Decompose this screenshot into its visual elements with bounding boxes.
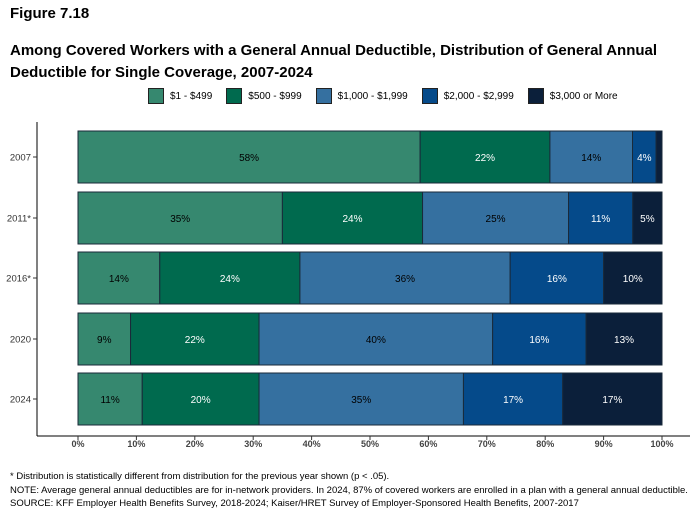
bar-segment — [492, 312, 587, 366]
data-label: 35% — [170, 214, 190, 225]
data-label: 11% — [100, 395, 119, 406]
x-tick-label: 50% — [361, 439, 379, 449]
data-label: 16% — [529, 335, 549, 346]
data-label: 22% — [475, 153, 495, 164]
legend-swatch — [315, 88, 332, 104]
data-label: 35% — [351, 395, 371, 406]
x-tick-label: 80% — [536, 439, 554, 449]
x-tick-label: 0% — [71, 439, 84, 449]
bar-segment — [568, 191, 634, 245]
chart-title: Among Covered Workers with a General Ann… — [10, 42, 658, 81]
data-label: 36% — [395, 274, 415, 285]
legend-label: $1 - $499 — [170, 90, 213, 102]
legend-swatch — [148, 88, 164, 104]
chart-area: 2007 58% 22% 14% 4% 2011* 35% 24% 25% 11% 5% 2016* 1… — [6, 122, 690, 449]
bar-segment — [422, 191, 570, 245]
y-tick-label: 2007 — [10, 153, 31, 164]
bar-segment — [299, 251, 511, 305]
legend-item: $3,000 or More — [527, 88, 618, 104]
x-tick-label: 20% — [186, 439, 204, 449]
note: NOTE: Average general annual deductibles… — [10, 484, 688, 496]
data-label: 40% — [366, 335, 386, 346]
bar-segment — [258, 372, 464, 426]
bar-segment — [562, 372, 663, 426]
source: SOURCE: KFF Employer Health Benefits Sur… — [10, 498, 579, 509]
legend-swatch — [527, 88, 544, 104]
figure-number: Figure 7.18 — [10, 5, 90, 22]
data-label: 22% — [185, 335, 205, 346]
legend-label: $1,000 - $1,999 — [337, 90, 408, 102]
legend: $1 - $499 $500 - $999 $1,000 - $1,999 $2… — [148, 88, 618, 104]
y-tick-label: 2024 — [10, 395, 31, 406]
bar-segment — [141, 372, 260, 426]
data-label: 5% — [640, 214, 655, 225]
bar-segment — [77, 372, 143, 426]
data-label: 58% — [239, 153, 259, 164]
x-tick-label: 40% — [303, 439, 321, 449]
bar-segment — [159, 251, 301, 305]
bar-segment — [549, 130, 634, 184]
bar-segment — [509, 251, 605, 305]
x-tick-label: 60% — [419, 439, 437, 449]
bar-segment — [77, 312, 132, 366]
data-label: 24% — [220, 274, 240, 285]
legend-item: $1,000 - $1,999 — [315, 88, 408, 104]
data-label: 13% — [614, 335, 634, 346]
data-label: 24% — [342, 214, 362, 225]
x-tick-label: 100% — [650, 439, 673, 449]
y-tick-label: 2011* — [7, 214, 31, 225]
data-label: 4% — [637, 153, 652, 164]
x-tick-label: 30% — [244, 439, 262, 449]
data-label: 25% — [486, 214, 506, 225]
legend-swatch — [421, 88, 438, 104]
legend-swatch — [226, 88, 243, 104]
bar-segment — [419, 130, 551, 184]
y-tick-label: 2016* — [6, 274, 31, 285]
bar-segment — [77, 191, 283, 245]
legend-item: $500 - $999 — [226, 88, 302, 104]
bar-segment — [655, 130, 663, 184]
legend-item: $1 - $499 — [148, 88, 212, 104]
legend-label: $2,000 - $2,999 — [443, 90, 514, 102]
x-tick-label: 70% — [478, 439, 496, 449]
data-label: 20% — [191, 395, 211, 406]
legend-item: $2,000 - $2,999 — [421, 88, 514, 104]
footnotes: * Distribution is statistically differen… — [10, 470, 690, 511]
y-tick-label: 2020 — [10, 335, 31, 346]
legend-label: $500 - $999 — [248, 90, 302, 102]
asterisk-note: * Distribution is statistically differen… — [10, 471, 390, 482]
bar-segment — [603, 251, 663, 305]
data-label: 9% — [97, 335, 112, 346]
data-label: 16% — [547, 274, 567, 285]
bar-segment — [632, 191, 663, 245]
bar-segment — [77, 251, 161, 305]
data-label: 17% — [503, 395, 523, 406]
legend-label: $3,000 or More — [549, 90, 618, 102]
data-label: 14% — [581, 153, 601, 164]
data-label: 11% — [591, 214, 610, 225]
bar-segment — [462, 372, 564, 426]
x-tick-label: 90% — [595, 439, 613, 449]
bar-segment — [77, 130, 421, 184]
x-tick-label: 10% — [127, 439, 145, 449]
bar-segment — [258, 312, 494, 366]
data-label: 17% — [602, 395, 622, 406]
data-label: 10% — [623, 274, 643, 285]
data-label: 14% — [109, 274, 129, 285]
bar-segment — [585, 312, 663, 366]
